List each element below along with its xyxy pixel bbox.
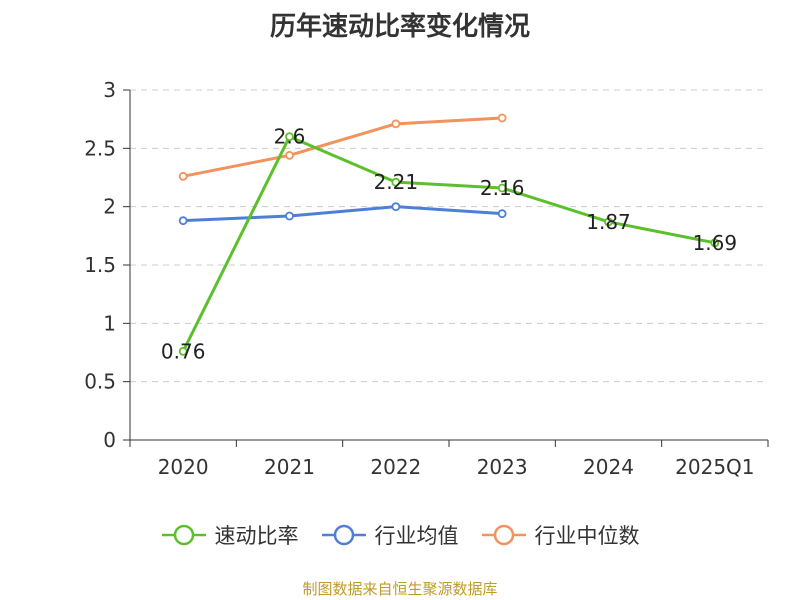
data-point: [178, 346, 188, 356]
x-tick-label: 2025Q1: [675, 455, 754, 479]
data-label: 1.87: [586, 210, 631, 234]
chart-title: 历年速动比率变化情况: [269, 12, 530, 42]
data-point: [285, 132, 294, 142]
y-tick-label: 1: [103, 311, 116, 335]
data-label: 1.69: [693, 231, 738, 255]
data-point: [497, 183, 507, 193]
y-tick-label: 2: [103, 195, 116, 219]
data-point: [178, 216, 188, 226]
data-label: 2.21: [374, 170, 419, 194]
series-line-2: [182, 116, 503, 178]
data-point: [285, 150, 294, 160]
x-tick-label: 2023: [477, 455, 528, 479]
y-tick-label: 0: [103, 428, 116, 452]
legend-swatch: [481, 524, 526, 546]
legend-item[interactable]: 行业均值: [321, 520, 459, 550]
data-point: [497, 113, 507, 123]
y-tick-label: 1.5: [84, 253, 116, 277]
x-tick-label: 2021: [264, 455, 315, 479]
legend: 速动比率 行业均值 行业中位数: [0, 520, 800, 550]
source-note: 制图数据来自恒生聚源数据库: [302, 580, 498, 598]
data-point: [497, 209, 507, 219]
series-line-0: [181, 135, 716, 352]
legend-item[interactable]: 行业中位数: [481, 520, 640, 550]
legend-swatch: [321, 524, 366, 546]
data-point: [391, 119, 401, 129]
data-point: [710, 238, 720, 248]
x-tick-label: 2020: [158, 455, 209, 479]
data-point: [391, 202, 401, 212]
data-point: [285, 211, 294, 221]
legend-item[interactable]: 速动比率: [161, 520, 299, 550]
x-tick-label: 2024: [583, 455, 634, 479]
y-tick-label: 0.5: [84, 370, 116, 394]
x-tick-label: 2022: [370, 455, 421, 479]
legend-swatch: [161, 524, 206, 546]
legend-label: 行业均值: [374, 524, 459, 548]
data-point: [178, 171, 188, 181]
y-tick-label: 3: [103, 78, 116, 102]
data-point: [604, 217, 613, 227]
data-point: [391, 177, 401, 187]
data-label: 0.76: [161, 339, 206, 363]
legend-label: 行业中位数: [534, 524, 640, 548]
series-line-1: [183, 205, 503, 223]
legend-label: 速动比率: [214, 524, 299, 548]
y-tick-label: 2.5: [84, 136, 116, 160]
data-label: 2.6: [274, 125, 306, 149]
data-label: 2.16: [480, 176, 525, 200]
